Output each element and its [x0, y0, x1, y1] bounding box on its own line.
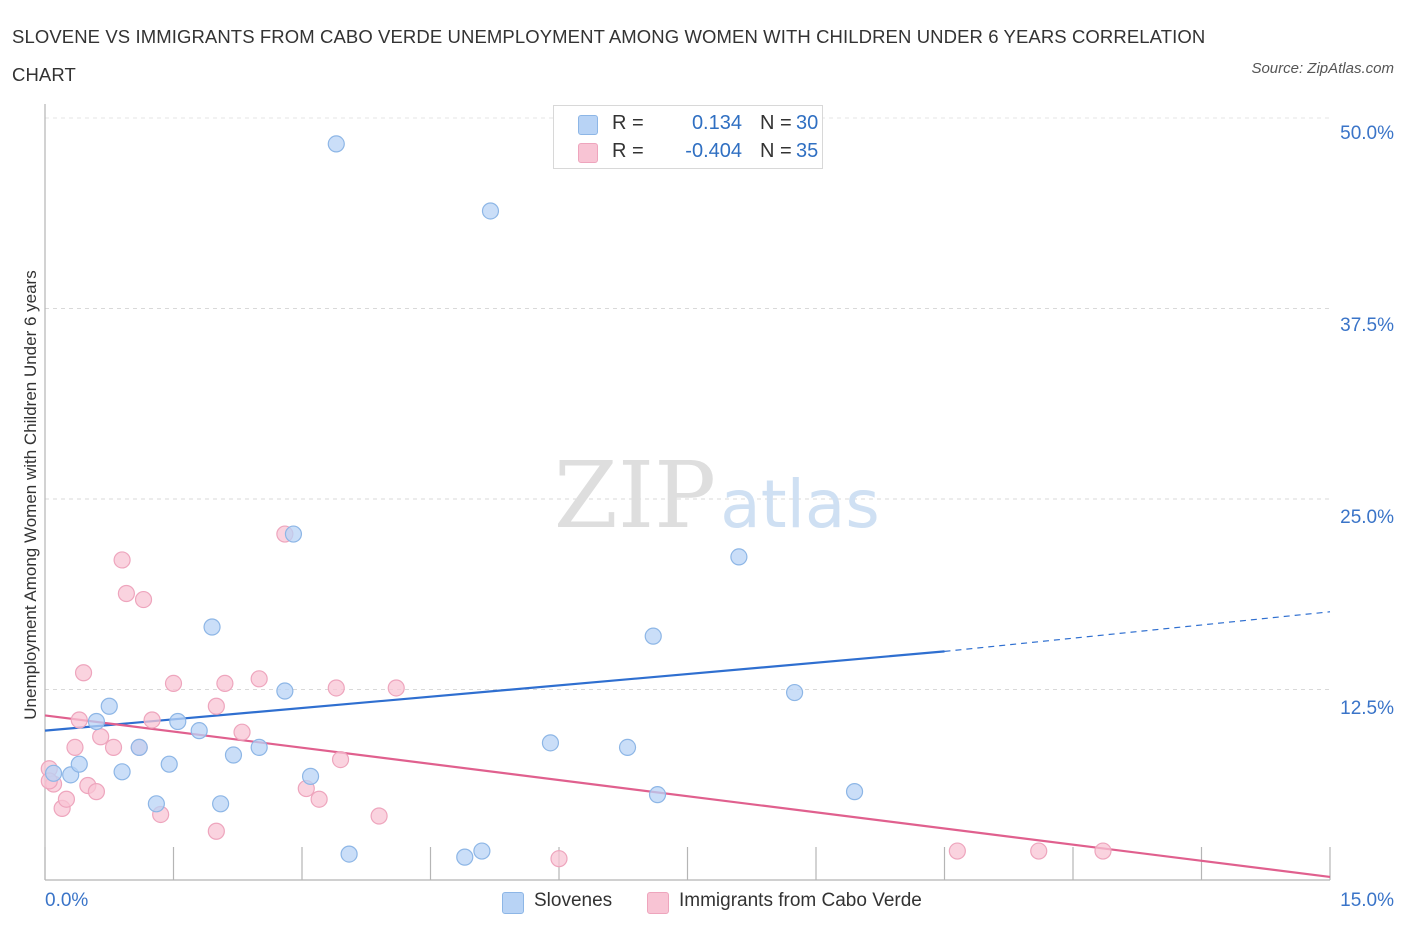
point-slovenes: [845, 783, 864, 801]
point-cabo-verde: [134, 590, 153, 609]
point-slovenes: [160, 755, 178, 773]
legend-r-label: R =: [612, 112, 644, 134]
point-slovenes: [224, 746, 243, 764]
y-tick-label-37-5: 37.5%: [1340, 315, 1394, 336]
point-cabo-verde: [117, 584, 135, 603]
legend-r-label: R =: [612, 140, 644, 162]
x-tick-label-min: 0.0%: [45, 890, 89, 911]
point-cabo-verde: [327, 679, 345, 697]
point-slovenes: [212, 795, 230, 813]
point-cabo-verde: [207, 822, 225, 840]
point-cabo-verde: [57, 790, 76, 808]
grid-lines: [45, 117, 1330, 690]
bottom-legend-label-cabo-verde: Immigrants from Cabo Verde: [679, 890, 922, 911]
legend-n-label: N =: [760, 140, 792, 162]
point-cabo-verde: [948, 842, 966, 860]
point-slovenes: [100, 697, 118, 715]
point-cabo-verde: [250, 670, 268, 688]
point-slovenes: [301, 767, 320, 785]
point-cabo-verde: [74, 664, 93, 682]
point-slovenes: [147, 795, 165, 813]
point-cabo-verde: [370, 807, 388, 825]
point-slovenes: [284, 525, 303, 543]
point-slovenes: [250, 738, 268, 757]
trend-line-slovenes-extension: [944, 611, 1331, 652]
point-cabo-verde: [331, 751, 350, 769]
point-slovenes: [87, 712, 106, 731]
point-slovenes: [648, 786, 667, 804]
point-cabo-verde: [164, 674, 183, 693]
point-slovenes: [130, 738, 148, 757]
y-tick-label-12-5: 12.5%: [1340, 698, 1394, 719]
point-slovenes: [169, 712, 187, 731]
y-tick-label-50: 50.0%: [1340, 123, 1394, 144]
legend-r-value: -0.404: [685, 140, 742, 162]
watermark-atlas: atlas: [720, 466, 880, 543]
bottom-legend-swatch-slovenes: [502, 892, 524, 914]
bottom-legend-label-slovenes: Slovenes: [534, 890, 613, 911]
point-cabo-verde: [143, 711, 161, 729]
legend-n-label: N =: [760, 112, 792, 134]
legend-n-value: 35: [796, 140, 819, 162]
point-slovenes: [785, 683, 804, 702]
point-slovenes: [340, 845, 358, 863]
legend-r-value: 0.134: [691, 112, 742, 134]
watermark: ZIP atlas: [554, 442, 880, 549]
point-slovenes: [618, 738, 637, 757]
point-cabo-verde: [70, 711, 88, 729]
correlation-legend: R = 0.134 N = 30 R = -0.404 N = 35: [553, 105, 823, 169]
point-cabo-verde: [550, 850, 568, 868]
point-slovenes: [730, 548, 748, 566]
point-slovenes: [190, 722, 208, 740]
watermark-zip: ZIP: [554, 442, 716, 549]
point-cabo-verde: [387, 679, 405, 697]
point-slovenes: [644, 627, 662, 645]
legend-swatch-cabo-verde: [578, 143, 598, 163]
point-slovenes: [456, 848, 474, 866]
bottom-legend-swatch-cabo-verde: [647, 892, 669, 914]
point-cabo-verde: [104, 738, 123, 757]
chart-title: SLOVENE VS IMMIGRANTS FROM CABO VERDE UN…: [12, 26, 1206, 85]
point-cabo-verde: [87, 783, 106, 801]
point-slovenes: [541, 734, 560, 752]
trend-lines: [44, 611, 1331, 879]
point-cabo-verde: [1030, 842, 1048, 860]
point-slovenes: [70, 755, 88, 773]
y-tick-label-25: 25.0%: [1340, 507, 1394, 528]
point-cabo-verde: [207, 697, 225, 715]
point-slovenes: [473, 842, 491, 860]
legend-swatch-slovenes: [578, 115, 598, 135]
point-cabo-verde: [92, 728, 110, 746]
point-cabo-verde: [233, 723, 251, 741]
point-slovenes: [203, 618, 221, 636]
point-cabo-verde: [216, 674, 234, 693]
point-slovenes: [276, 682, 294, 700]
point-cabo-verde: [310, 790, 328, 808]
point-slovenes: [44, 764, 63, 782]
trend-line-slovenes: [44, 650, 945, 732]
source-label: Source: ZipAtlas.com: [1251, 60, 1394, 77]
point-slovenes: [113, 763, 131, 781]
x-tick-label-max: 15.0%: [1340, 890, 1394, 911]
axes: [44, 104, 1331, 881]
point-cabo-verde: [113, 551, 131, 569]
point-slovenes: [481, 202, 500, 220]
point-cabo-verde: [1094, 842, 1112, 860]
point-cabo-verde: [66, 738, 84, 757]
point-slovenes: [327, 135, 345, 153]
legend-n-value: 30: [796, 112, 819, 134]
data-points: [40, 135, 1112, 868]
